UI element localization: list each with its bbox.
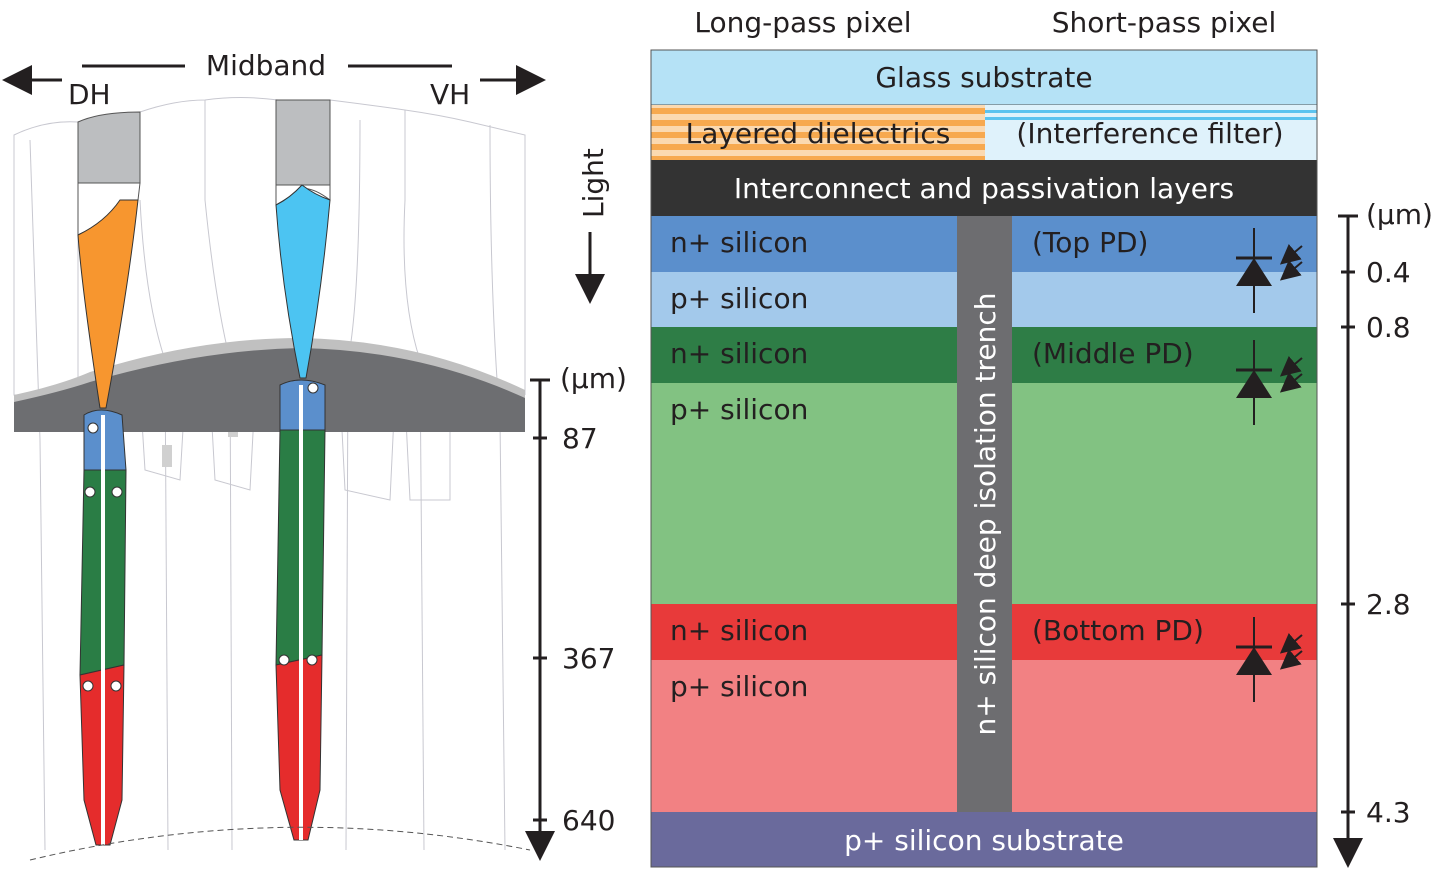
- nuclei-dots: [82, 382, 319, 692]
- dashed-boundary: [29, 826, 531, 861]
- right-scale-tick: 0.8: [1366, 311, 1411, 344]
- mid-n-label: n+ silicon: [670, 337, 808, 370]
- dielectrics-label: Layered dielectrics: [686, 117, 951, 150]
- dh-label: DH: [68, 78, 111, 111]
- right-scale-tick: 0.4: [1366, 256, 1411, 289]
- layer-glass: [650, 49, 1318, 106]
- sensor-stack-diagram: Long-pass pixel Short-pass pixel Glass s…: [650, 6, 1433, 868]
- left-scale-tick: 87: [562, 422, 598, 455]
- middle-pd-label: (Middle PD): [1032, 337, 1194, 370]
- right-scale-tick: 4.3: [1366, 796, 1411, 829]
- blue-cone: [275, 184, 331, 379]
- vh-label: VH: [430, 78, 470, 111]
- photodiode-icon: [1236, 340, 1303, 425]
- top-pd-label: (Top PD): [1032, 226, 1148, 259]
- layer-interference-filter: [985, 105, 1317, 160]
- oil-droplet-cap-left: [77, 111, 141, 184]
- interconnect-label: Interconnect and passivation layers: [734, 172, 1234, 205]
- layer-substrate: [651, 812, 1317, 867]
- substrate-label: p+ silicon substrate: [844, 824, 1124, 857]
- photodiode-icon: [1236, 228, 1303, 313]
- left-scale-unit: (µm): [560, 362, 627, 395]
- header-long-pass: Long-pass pixel: [694, 6, 911, 39]
- oil-droplet-cap-right: [275, 99, 331, 186]
- right-scale-bar: [1333, 214, 1363, 868]
- bot-p-label: p+ silicon: [670, 670, 808, 703]
- stack-border: [650, 49, 1318, 868]
- faint-segment: [162, 445, 172, 467]
- light-label: Light: [577, 148, 610, 218]
- header-short-pass: Short-pass pixel: [1052, 6, 1277, 39]
- deep-isolation-trench: [957, 216, 1012, 812]
- left-scale-bar: [525, 378, 555, 861]
- top-n-label: n+ silicon: [670, 226, 808, 259]
- bot-n-label: n+ silicon: [670, 614, 808, 647]
- midband-label: Midband: [206, 49, 326, 82]
- photodiode-icon: [1236, 617, 1303, 702]
- right-scale-unit: (µm): [1366, 198, 1433, 231]
- layer-interconnect: [651, 160, 1317, 216]
- top-p-label: p+ silicon: [670, 282, 808, 315]
- pigment-band-light: [14, 338, 525, 402]
- orange-cone: [77, 199, 139, 409]
- left-scale-tick: 367: [562, 642, 615, 675]
- bottom-pd-label: (Bottom PD): [1032, 614, 1204, 647]
- mid-p-label: p+ silicon: [670, 393, 808, 426]
- left-scale-tick: 640: [562, 804, 615, 837]
- filter-label: (Interference filter): [1016, 117, 1283, 150]
- glass-label: Glass substrate: [875, 61, 1092, 94]
- trench-label: n+ silicon deep isolation trench: [969, 292, 1002, 735]
- right-scale-tick: 2.8: [1366, 588, 1411, 621]
- retina-diagram: Midband DH VH: [1, 49, 627, 861]
- layer-dielectrics: [651, 105, 985, 160]
